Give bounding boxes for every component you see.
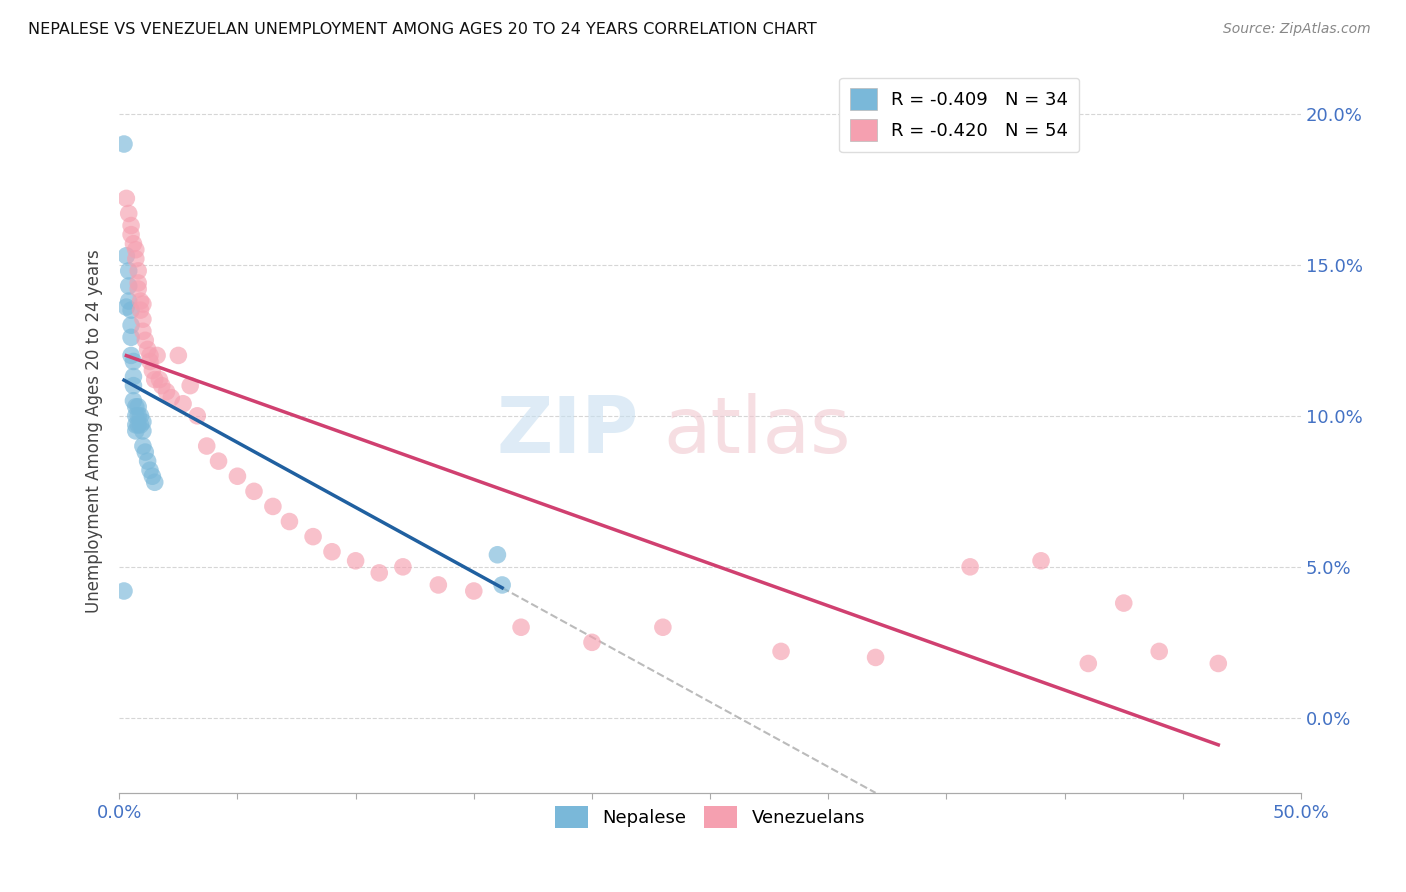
- Point: [115, 300, 138, 314]
- Point: [129, 409, 152, 423]
- Point: [243, 484, 266, 499]
- Y-axis label: Unemployment Among Ages 20 to 24 years: Unemployment Among Ages 20 to 24 years: [86, 249, 103, 613]
- Point: [118, 279, 141, 293]
- Point: [186, 409, 208, 423]
- Point: [112, 584, 135, 599]
- Point: [172, 397, 194, 411]
- Point: [262, 500, 284, 514]
- Point: [143, 475, 166, 490]
- Point: [120, 318, 142, 333]
- Point: [125, 409, 148, 423]
- Text: Source: ZipAtlas.com: Source: ZipAtlas.com: [1223, 22, 1371, 37]
- Point: [865, 650, 887, 665]
- Point: [510, 620, 533, 634]
- Legend: Nepalese, Venezuelans: Nepalese, Venezuelans: [548, 798, 872, 835]
- Point: [581, 635, 603, 649]
- Point: [136, 343, 159, 357]
- Point: [122, 354, 145, 368]
- Point: [195, 439, 218, 453]
- Point: [368, 566, 391, 580]
- Point: [139, 463, 162, 477]
- Point: [132, 439, 155, 453]
- Point: [129, 294, 152, 309]
- Point: [127, 276, 149, 290]
- Point: [120, 303, 142, 318]
- Point: [127, 264, 149, 278]
- Point: [160, 391, 183, 405]
- Point: [207, 454, 229, 468]
- Point: [120, 227, 142, 242]
- Point: [132, 415, 155, 429]
- Text: NEPALESE VS VENEZUELAN UNEMPLOYMENT AMONG AGES 20 TO 24 YEARS CORRELATION CHART: NEPALESE VS VENEZUELAN UNEMPLOYMENT AMON…: [28, 22, 817, 37]
- Point: [1029, 554, 1052, 568]
- Point: [115, 191, 138, 205]
- Point: [179, 378, 201, 392]
- Point: [132, 424, 155, 438]
- Point: [141, 469, 163, 483]
- Point: [118, 264, 141, 278]
- Point: [132, 312, 155, 326]
- Point: [770, 644, 793, 658]
- Point: [959, 559, 981, 574]
- Point: [148, 373, 170, 387]
- Point: [167, 348, 190, 362]
- Point: [132, 324, 155, 338]
- Point: [1206, 657, 1229, 671]
- Point: [120, 219, 142, 233]
- Point: [132, 297, 155, 311]
- Point: [112, 136, 135, 151]
- Point: [139, 354, 162, 368]
- Point: [127, 282, 149, 296]
- Point: [125, 400, 148, 414]
- Point: [321, 545, 343, 559]
- Point: [139, 348, 162, 362]
- Point: [463, 584, 485, 599]
- Point: [122, 378, 145, 392]
- Point: [1077, 657, 1099, 671]
- Point: [344, 554, 367, 568]
- Text: ZIP: ZIP: [496, 393, 640, 469]
- Point: [136, 454, 159, 468]
- Point: [427, 578, 450, 592]
- Point: [115, 249, 138, 263]
- Point: [392, 559, 415, 574]
- Point: [1112, 596, 1135, 610]
- Point: [120, 348, 142, 362]
- Point: [141, 363, 163, 377]
- Point: [122, 393, 145, 408]
- Point: [486, 548, 509, 562]
- Point: [118, 294, 141, 309]
- Point: [125, 243, 148, 257]
- Point: [118, 206, 141, 220]
- Point: [134, 334, 156, 348]
- Point: [150, 378, 173, 392]
- Point: [125, 252, 148, 266]
- Point: [122, 369, 145, 384]
- Point: [1147, 644, 1170, 658]
- Point: [127, 409, 149, 423]
- Point: [143, 373, 166, 387]
- Point: [146, 348, 169, 362]
- Point: [129, 417, 152, 432]
- Point: [127, 417, 149, 432]
- Point: [302, 530, 325, 544]
- Point: [122, 236, 145, 251]
- Point: [127, 400, 149, 414]
- Point: [278, 515, 301, 529]
- Point: [120, 330, 142, 344]
- Point: [226, 469, 249, 483]
- Point: [491, 578, 513, 592]
- Point: [155, 384, 177, 399]
- Text: atlas: atlas: [662, 393, 851, 469]
- Point: [651, 620, 673, 634]
- Point: [129, 303, 152, 318]
- Point: [125, 417, 148, 432]
- Point: [125, 424, 148, 438]
- Point: [134, 445, 156, 459]
